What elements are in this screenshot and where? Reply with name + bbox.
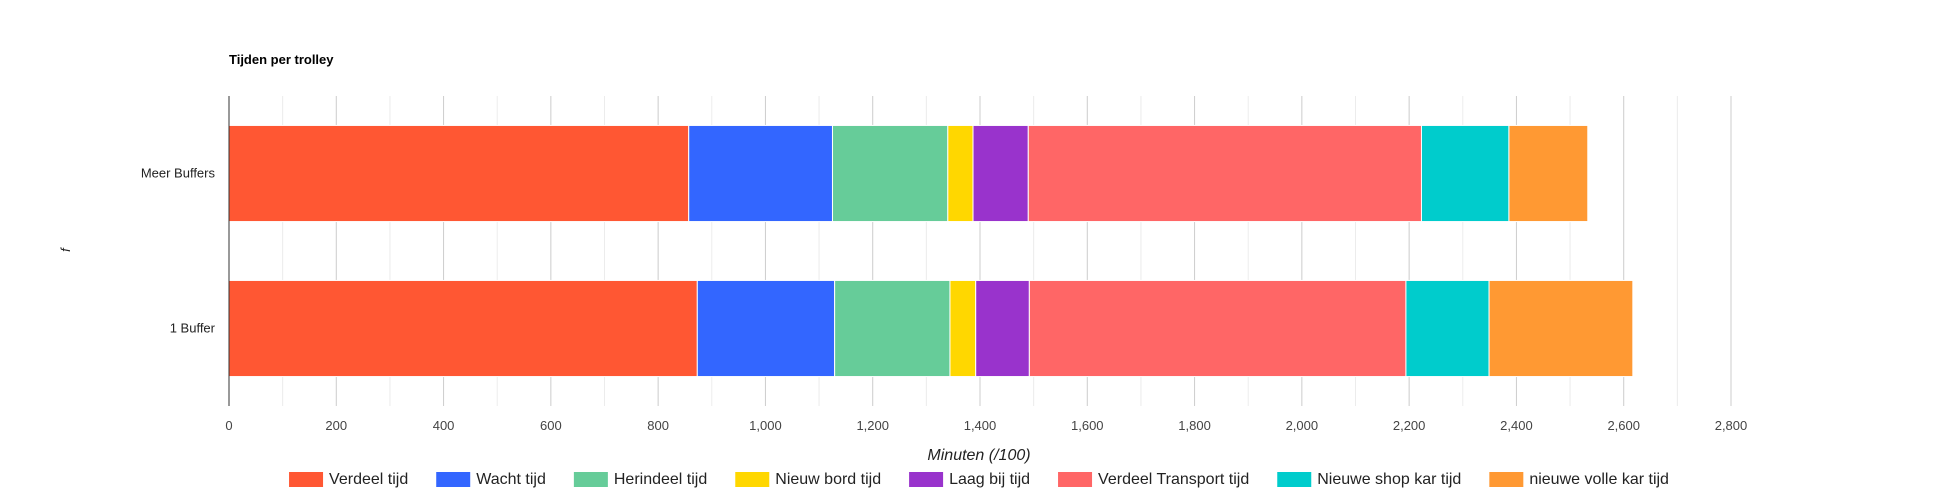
legend-swatch bbox=[289, 472, 324, 487]
x-tick-label: 1,000 bbox=[749, 418, 782, 433]
legend-label: Laag bij tijd bbox=[949, 471, 1030, 488]
bar-segment[interactable] bbox=[1405, 279, 1490, 378]
legend-item[interactable]: nieuwe volle kar tijd bbox=[1489, 471, 1669, 488]
legend-swatch bbox=[1489, 472, 1524, 487]
x-tick-label: 200 bbox=[325, 418, 347, 433]
bar-segment[interactable] bbox=[1028, 279, 1407, 378]
y-axis-title: f bbox=[58, 247, 73, 252]
x-tick-label: 1,200 bbox=[856, 418, 889, 433]
x-tick-label: 800 bbox=[647, 418, 669, 433]
legend-label: nieuwe volle kar tijd bbox=[1529, 471, 1669, 488]
bar-segment[interactable] bbox=[1508, 124, 1589, 223]
x-tick-label: 2,600 bbox=[1607, 418, 1640, 433]
bar-segment[interactable] bbox=[947, 124, 974, 223]
x-tick-label: 2,200 bbox=[1393, 418, 1426, 433]
bar-segment[interactable] bbox=[1420, 124, 1510, 223]
x-tick-label: 2,400 bbox=[1500, 418, 1533, 433]
legend-swatch bbox=[1277, 472, 1312, 487]
legend-swatch bbox=[909, 472, 944, 487]
x-tick-label: 600 bbox=[540, 418, 562, 433]
legend-label: Verdeel tijd bbox=[329, 471, 408, 488]
bars-layer bbox=[228, 124, 1634, 378]
y-category-label: 1 Buffer bbox=[170, 321, 216, 336]
bar-segment[interactable] bbox=[975, 279, 1030, 378]
legend-item[interactable]: Laag bij tijd bbox=[909, 471, 1030, 488]
bar-segment[interactable] bbox=[972, 124, 1029, 223]
legend: Verdeel tijd Wacht tijd Herindeel tijd Nieu… bbox=[289, 471, 1669, 488]
bar-segment[interactable] bbox=[688, 124, 833, 223]
bar-segment[interactable] bbox=[228, 124, 690, 223]
x-tick-label: 2,000 bbox=[1286, 418, 1319, 433]
legend-label: Verdeel Transport tijd bbox=[1098, 471, 1249, 488]
legend-label: Nieuwe shop kar tijd bbox=[1317, 471, 1461, 488]
x-tick-label: 1,600 bbox=[1071, 418, 1104, 433]
bar-segment[interactable] bbox=[1488, 279, 1634, 378]
legend-swatch bbox=[436, 472, 471, 487]
x-tick-label: 2,800 bbox=[1715, 418, 1748, 433]
x-tick-label: 1,400 bbox=[964, 418, 997, 433]
legend-item[interactable]: Herindeel tijd bbox=[573, 471, 707, 488]
bar-segment[interactable] bbox=[949, 279, 977, 378]
legend-item[interactable]: Wacht tijd bbox=[436, 471, 546, 488]
bar-segment[interactable] bbox=[1027, 124, 1422, 223]
legend-item[interactable]: Verdeel Transport tijd bbox=[1058, 471, 1249, 488]
legend-swatch bbox=[1058, 472, 1093, 487]
y-category-label: Meer Buffers bbox=[141, 166, 216, 181]
legend-item[interactable]: Nieuw bord tijd bbox=[735, 471, 881, 488]
legend-swatch bbox=[735, 472, 770, 487]
legend-item[interactable]: Nieuwe shop kar tijd bbox=[1277, 471, 1461, 488]
legend-item[interactable]: Verdeel tijd bbox=[289, 471, 408, 488]
x-tick-label: 400 bbox=[433, 418, 455, 433]
legend-label: Wacht tijd bbox=[476, 471, 546, 488]
bar-segment[interactable] bbox=[831, 124, 949, 223]
axis-layer: 0 200 400 600 800 1,000 1,200 1,400 1,600 1,800 2,… bbox=[141, 96, 1747, 433]
legend-swatch bbox=[573, 472, 608, 487]
legend-label: Nieuw bord tijd bbox=[775, 471, 881, 488]
x-tick-label: 0 bbox=[225, 418, 232, 433]
x-axis-title: Minuten (/100) bbox=[927, 447, 1030, 464]
chart-title: Tijden per trolley bbox=[229, 52, 334, 67]
bar-segment[interactable] bbox=[228, 279, 698, 378]
bar-segment[interactable] bbox=[696, 279, 836, 378]
bar-segment[interactable] bbox=[834, 279, 951, 378]
legend-label: Herindeel tijd bbox=[614, 471, 707, 488]
x-tick-label: 1,800 bbox=[1178, 418, 1211, 433]
